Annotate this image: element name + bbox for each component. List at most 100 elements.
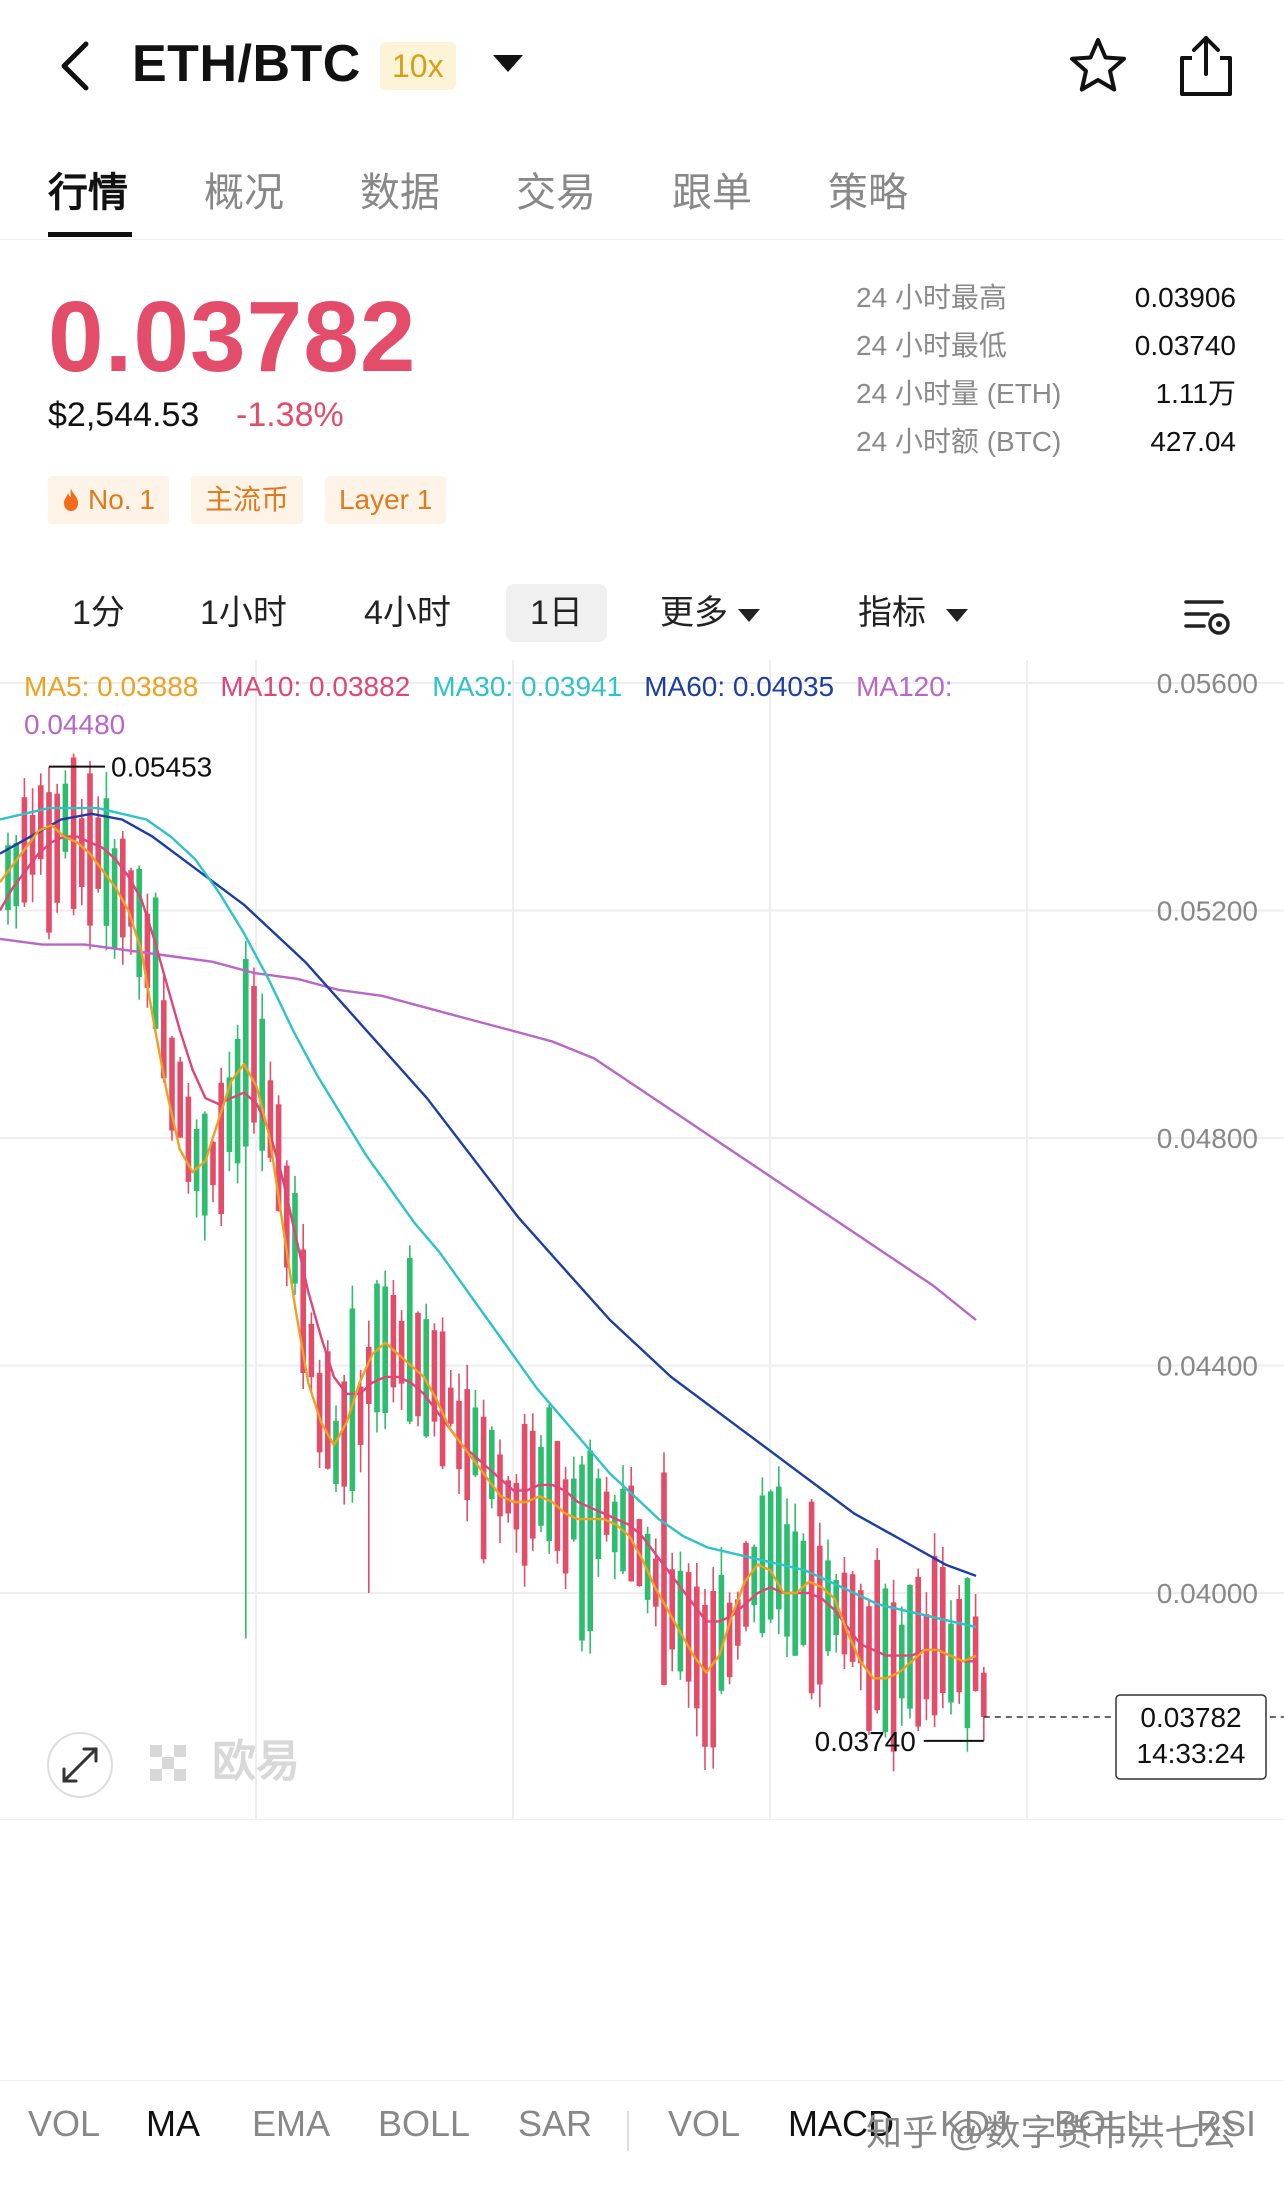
sub-indicator-macd[interactable]: MACD <box>788 2103 894 2144</box>
ma120-line <box>0 937 977 1321</box>
main-tabs: 行情 概况 数据 交易 跟单 策略 <box>0 140 1284 240</box>
candle-body <box>29 814 36 875</box>
sub-indicator-rsi[interactable]: RSI <box>1196 2103 1257 2144</box>
candle-body <box>587 1450 593 1632</box>
interval-more[interactable]: 更多 <box>660 584 760 642</box>
candle-body <box>366 1346 372 1405</box>
tab-copy[interactable]: 跟单 <box>672 171 752 215</box>
watermark: 知乎 @数字货币洪七公 <box>866 2112 1237 2153</box>
tab-market[interactable]: 行情 <box>48 171 128 215</box>
main-indicator-ema[interactable]: EMA <box>252 2103 331 2144</box>
last-price: 0.03782 <box>48 281 417 393</box>
candle-body <box>70 757 77 909</box>
ma60-line <box>0 812 977 1578</box>
candle-body <box>439 1331 446 1467</box>
candle-body <box>333 1420 339 1485</box>
candle-body <box>202 1113 208 1216</box>
candlestick-chart[interactable]: 0.056000.052000.048000.044000.0400007/06… <box>0 660 1284 1820</box>
candle-body <box>349 1308 356 1491</box>
tab-strategy[interactable]: 策略 <box>828 171 908 215</box>
logo-square <box>162 1757 174 1769</box>
candle-body <box>505 1480 511 1514</box>
category-badge[interactable]: 主流币 <box>190 476 303 524</box>
candle-body <box>284 1165 290 1268</box>
candle-body <box>685 1572 692 1682</box>
back-arrow-icon[interactable] <box>52 38 102 94</box>
candle-body <box>571 1478 577 1540</box>
y-axis-label: 0.04400 <box>1157 1351 1258 1382</box>
candle-body <box>218 1082 224 1214</box>
interval-bar: 1分 1小时 4小时 1日 更多 指标 <box>0 572 1284 652</box>
interval-1m[interactable]: 1分 <box>72 594 125 632</box>
fullscreen-icon <box>62 1747 98 1783</box>
candle-body <box>243 958 249 1147</box>
candle-body <box>948 1623 954 1703</box>
candle-body <box>603 1491 610 1535</box>
candle-body <box>882 1588 889 1733</box>
candle-body <box>964 1578 971 1729</box>
layer-badge[interactable]: Layer 1 <box>324 476 447 524</box>
candle-body <box>152 897 159 1029</box>
candle-body <box>79 818 85 888</box>
indicator-caret-icon <box>946 608 968 622</box>
chart-settings-icon[interactable] <box>1182 590 1232 640</box>
main-indicator-ma[interactable]: MA <box>146 2103 200 2144</box>
candle-body <box>661 1472 667 1685</box>
sub-indicator-boll[interactable]: BOLL <box>1054 2103 1147 2144</box>
stat-turnover: 24 小时额 (BTC) 427.04 <box>856 426 1236 457</box>
candle-body <box>415 1312 421 1417</box>
indicator-menu[interactable]: 指标 <box>858 584 968 642</box>
interval-4h[interactable]: 4小时 <box>364 594 451 632</box>
tab-data[interactable]: 数据 <box>360 171 440 215</box>
current-price-tag <box>1115 1694 1267 1780</box>
stats-24h: 24 小时最高 0.03906 24 小时最低 0.03740 24 小时量 (ET… <box>856 274 1236 466</box>
ma-legend-item: MA120: 0.04480 <box>24 671 953 740</box>
main-indicator-sar[interactable]: SAR <box>518 2103 593 2144</box>
candle-body <box>267 1080 274 1158</box>
candle-body <box>735 1599 741 1646</box>
candle-body <box>833 1579 839 1635</box>
usd-price: $2,544.53 <box>48 396 200 434</box>
ma30-line <box>0 806 977 1629</box>
candle-body <box>546 1407 552 1541</box>
pair-dropdown-icon[interactable] <box>493 55 523 72</box>
candle-body <box>472 1407 479 1476</box>
candle-body <box>628 1485 634 1582</box>
main-indicator-vol[interactable]: VOL <box>28 2103 101 2144</box>
interval-1d[interactable]: 1日 <box>506 584 607 642</box>
candle-body <box>128 870 134 927</box>
candle-body <box>653 1558 659 1607</box>
y-axis-label: 0.04000 <box>1157 1578 1258 1609</box>
ma-legend: MA5: 0.03888 MA10: 0.03882 MA30: 0.03941 MA… <box>24 668 1044 744</box>
candle-body <box>899 1624 905 1699</box>
candle-body <box>382 1286 388 1414</box>
rank-badge[interactable]: No. 1 <box>48 476 169 524</box>
pair-title[interactable]: ETH/BTC <box>132 35 361 93</box>
candle-body <box>144 913 151 988</box>
fire-icon <box>64 489 78 511</box>
interval-1h[interactable]: 1小时 <box>200 594 287 632</box>
indicator-divider <box>627 2111 629 2151</box>
current-price-tag-label: 0.03782 <box>1140 1702 1241 1733</box>
candle-body <box>817 1545 823 1685</box>
candle-body <box>407 1257 413 1422</box>
main-indicator-boll[interactable]: BOLL <box>378 2103 471 2144</box>
candle-body <box>530 1430 536 1539</box>
favorite-star-icon[interactable] <box>1066 34 1130 98</box>
high-marker-label: 0.05453 <box>111 752 212 783</box>
sub-indicator-vol[interactable]: VOL <box>668 2103 741 2144</box>
candle-body <box>5 845 11 911</box>
candle-body <box>210 1141 216 1186</box>
candle-body <box>308 1323 315 1378</box>
candle-body <box>718 1574 725 1691</box>
candle-body <box>981 1672 987 1717</box>
candle-body <box>38 785 44 860</box>
candle-body <box>185 1096 192 1182</box>
tab-overview[interactable]: 概况 <box>204 171 284 215</box>
sub-indicator-kdj[interactable]: KDJ <box>940 2103 1009 2144</box>
tab-trade[interactable]: 交易 <box>516 171 596 215</box>
candle-body <box>538 1446 544 1526</box>
candle-body <box>87 773 93 926</box>
candle-body <box>669 1569 675 1650</box>
share-icon[interactable] <box>1174 32 1238 100</box>
